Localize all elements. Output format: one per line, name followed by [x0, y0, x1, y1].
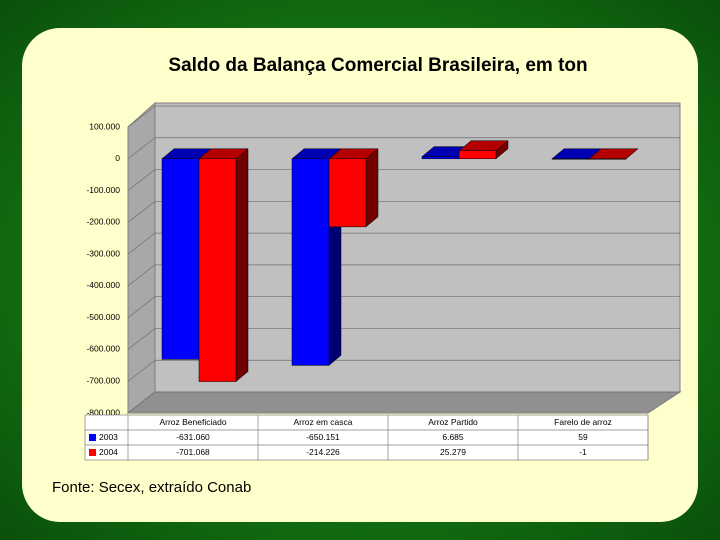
grid-line: [127, 200, 680, 223]
grid-line: [127, 296, 680, 318]
value-label: -701.068: [176, 447, 210, 457]
bar-front: [421, 156, 460, 160]
floor: [126, 391, 682, 414]
y-tick-label: -500.000: [86, 312, 120, 322]
bar-front: [588, 158, 627, 160]
legend-swatch: [89, 449, 96, 456]
legend-label: 2003: [99, 432, 118, 442]
x-tick-label: Farelo de arroz: [554, 417, 612, 427]
x-tick-label: Arroz em casca: [293, 417, 352, 427]
y-tick-label: -800.000: [86, 407, 120, 417]
value-label: -631.060: [176, 432, 210, 442]
value-label: 6.685: [442, 432, 464, 442]
value-label: -1: [579, 447, 587, 457]
y-tick-label: -700.000: [86, 375, 120, 385]
value-label: 25.279: [440, 447, 466, 457]
bar-front: [161, 158, 200, 360]
value-label: -650.151: [306, 432, 340, 442]
bar-front: [198, 158, 237, 382]
bar: [588, 148, 639, 160]
y-tick-label: -400.000: [86, 280, 120, 290]
bar-front: [328, 158, 367, 228]
bar-front: [551, 158, 590, 160]
y-tick-label: -200.000: [86, 217, 120, 227]
x-tick-label: Arroz Beneficiado: [159, 417, 226, 427]
bar: [458, 140, 509, 160]
bar-front: [291, 158, 330, 366]
source-note: Fonte: Secex, extraído Conab: [52, 479, 251, 496]
chart-title: Saldo da Balança Comercial Brasileira, e…: [168, 55, 587, 76]
grid-line: [127, 137, 680, 160]
grid-line: [127, 169, 680, 191]
y-tick-label: -600.000: [86, 344, 120, 354]
bar: [198, 148, 249, 383]
legend-label: 2004: [99, 447, 118, 457]
legend-swatch: [89, 434, 96, 441]
y-tick-label: 100.000: [89, 121, 120, 131]
y-tick-label: -100.000: [86, 185, 120, 195]
side-wall: [127, 101, 156, 415]
table-bg: [84, 414, 649, 461]
grid-line: [127, 391, 680, 414]
grid-line: [127, 105, 680, 128]
grid-line: [127, 264, 680, 287]
bar-side: [235, 148, 249, 383]
bar-side: [365, 148, 379, 228]
value-label: -214.226: [306, 447, 340, 457]
grid-line: [127, 232, 680, 255]
value-label: 59: [578, 432, 588, 442]
grid-line: [127, 328, 680, 350]
x-tick-label: Arroz Partido: [428, 417, 478, 427]
y-tick-label: -300.000: [86, 248, 120, 258]
bar: [328, 148, 379, 228]
y-tick-label: 0: [115, 153, 120, 163]
bar-front: [458, 150, 497, 160]
grid-line: [127, 359, 680, 382]
